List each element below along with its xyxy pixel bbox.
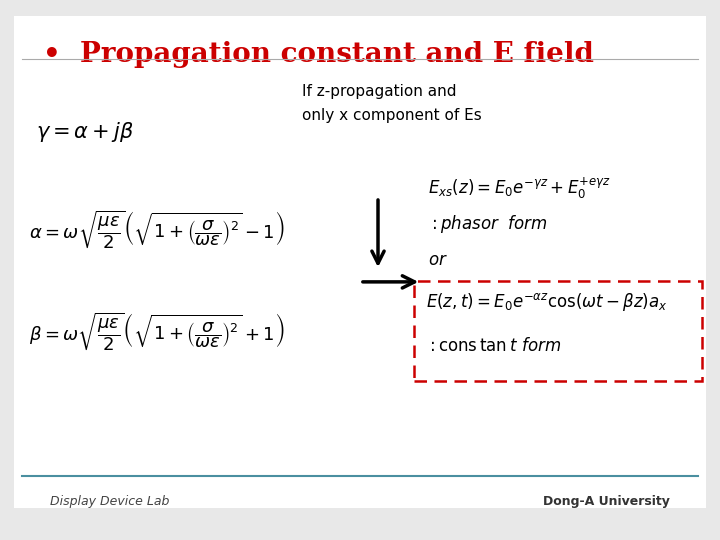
Text: Dong-A University: Dong-A University (543, 495, 670, 508)
Text: If z-propagation and: If z-propagation and (302, 84, 457, 99)
Text: $E(z,t) = E_0 e^{-\alpha z}\cos(\omega t - \beta z)a_x$: $E(z,t) = E_0 e^{-\alpha z}\cos(\omega t… (426, 292, 667, 313)
Text: $E_{xs}(z) = E_0 e^{-\gamma z} + E_0^{+e\gamma z}$: $E_{xs}(z) = E_0 e^{-\gamma z} + E_0^{+e… (428, 176, 611, 202)
Text: $\alpha = \omega\sqrt{\dfrac{\mu\varepsilon}{2}}\left(\sqrt{1+\left(\dfrac{\sigm: $\alpha = \omega\sqrt{\dfrac{\mu\varepsi… (29, 208, 284, 251)
Text: $or$: $or$ (428, 251, 449, 269)
Text: $\beta = \omega\sqrt{\dfrac{\mu\varepsilon}{2}}\left(\sqrt{1+\left(\dfrac{\sigma: $\beta = \omega\sqrt{\dfrac{\mu\varepsil… (29, 311, 284, 353)
Text: $: \mathit{phasor\ \ form}$: $: \mathit{phasor\ \ form}$ (428, 213, 548, 235)
FancyBboxPatch shape (414, 281, 702, 381)
Text: $\gamma = \alpha + j\beta$: $\gamma = \alpha + j\beta$ (36, 120, 134, 144)
Text: •  Propagation constant and E field: • Propagation constant and E field (43, 40, 594, 68)
Text: $:\mathrm{cons\,tan}\,t\ \mathit{form}$: $:\mathrm{cons\,tan}\,t\ \mathit{form}$ (426, 336, 562, 355)
Text: Display Device Lab: Display Device Lab (50, 495, 170, 508)
Text: only x component of Es: only x component of Es (302, 108, 482, 123)
FancyBboxPatch shape (14, 16, 706, 508)
